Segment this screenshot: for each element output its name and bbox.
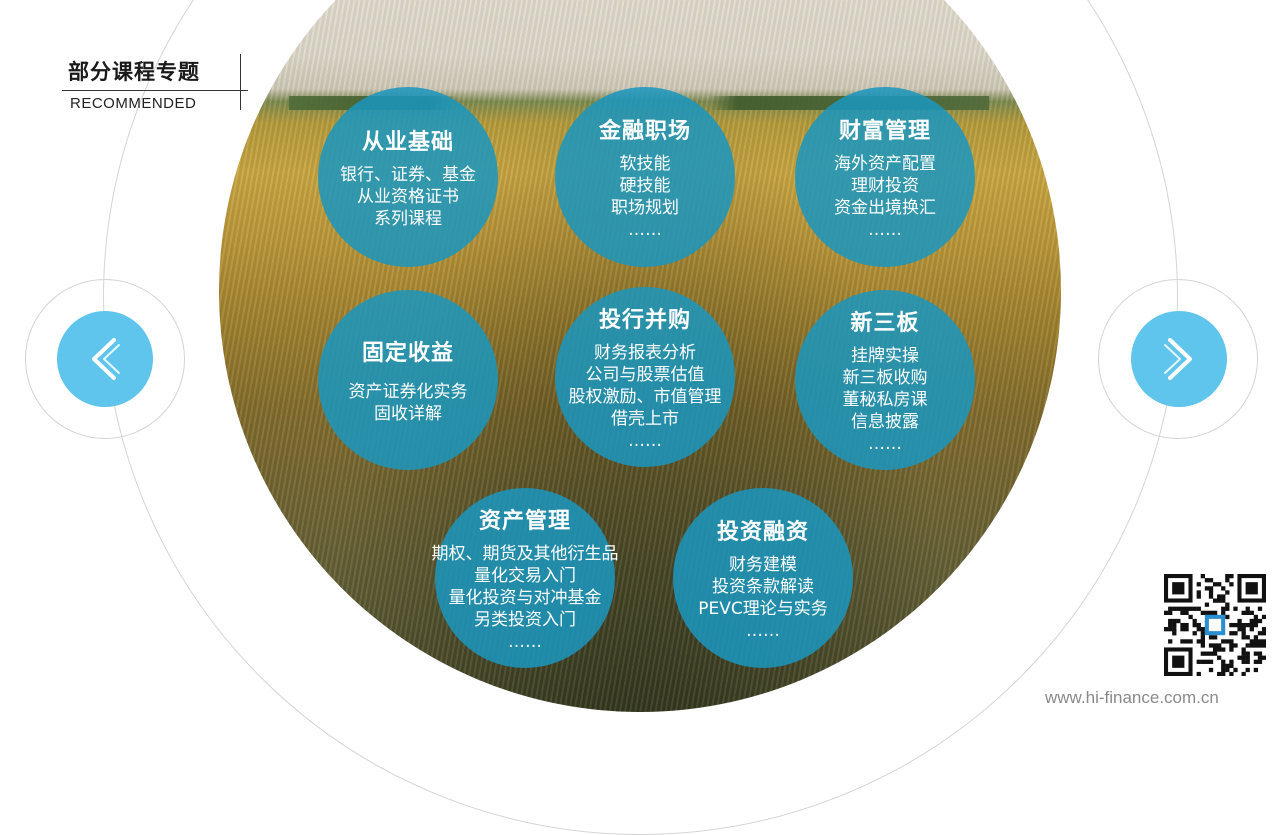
bubble-line: 软技能 bbox=[619, 154, 671, 174]
bubble-line: 银行、证券、基金 bbox=[340, 165, 476, 185]
bubble-line: 资金出境换汇 bbox=[834, 198, 936, 218]
bubble-line: 另类投资入门 bbox=[474, 610, 576, 630]
bubble-title: 从业基础 bbox=[361, 130, 454, 155]
bubble-line: PEVC理论与实务 bbox=[698, 599, 828, 619]
bubble-line: 董秘私房课 bbox=[842, 390, 928, 410]
course-bubble-fixed-income[interactable]: 固定收益 资产证券化实务 固收详解 bbox=[318, 290, 498, 470]
left-nav-ring bbox=[25, 279, 185, 439]
bubble-title: 财富管理 bbox=[838, 119, 931, 144]
course-bubble-foundation[interactable]: 从业基础 银行、证券、基金 从业资格证书 系列课程 bbox=[318, 87, 498, 267]
bubble-line: 资产证券化实务 bbox=[348, 382, 468, 402]
website-url[interactable]: www.hi-finance.com.cn bbox=[1045, 688, 1219, 707]
header-divider bbox=[62, 90, 248, 91]
qr-code-icon bbox=[1164, 574, 1267, 677]
bubble-line: 借壳上市 bbox=[611, 409, 679, 429]
bubble-line: 从业资格证书 bbox=[357, 187, 459, 207]
bubble-line: 期权、期货及其他衍生品 bbox=[431, 544, 619, 564]
bubble-title: 新三板 bbox=[850, 311, 920, 336]
bubble-line: 挂牌实操 bbox=[851, 346, 919, 366]
course-bubble-asset-management[interactable]: 资产管理 期权、期货及其他衍生品 量化交易入门 量化投资与对冲基金 另类投资入门… bbox=[432, 488, 619, 668]
course-bubble-workplace[interactable]: 金融职场 软技能 硬技能 职场规划 …… bbox=[555, 87, 735, 267]
bubble-line: …… bbox=[508, 632, 542, 652]
bubble-line: 系列课程 bbox=[374, 209, 442, 229]
course-bubble-wealth[interactable]: 财富管理 海外资产配置 理财投资 资金出境换汇 …… bbox=[795, 87, 975, 267]
course-bubble-investment-financing[interactable]: 投资融资 财务建模 投资条款解读 PEVC理论与实务 …… bbox=[673, 488, 853, 668]
bubble-title: 投行并购 bbox=[598, 308, 691, 333]
bubble-line: 海外资产配置 bbox=[834, 154, 936, 174]
bubble-line: 财务建模 bbox=[729, 555, 797, 575]
bubble-line: …… bbox=[868, 220, 902, 240]
bubble-line: 量化投资与对冲基金 bbox=[448, 588, 602, 608]
next-button[interactable] bbox=[1131, 311, 1227, 407]
bubble-line: 量化交易入门 bbox=[474, 566, 576, 586]
course-bubble-neeq[interactable]: 新三板 挂牌实操 新三板收购 董秘私房课 信息披露 …… bbox=[795, 290, 975, 470]
bubble-line: 财务报表分析 bbox=[594, 343, 696, 363]
bubble-title: 投资融资 bbox=[716, 520, 809, 545]
chevron-right-icon bbox=[1164, 338, 1192, 380]
bubble-line: 硬技能 bbox=[619, 176, 671, 196]
page-title: 部分课程专题 bbox=[68, 60, 200, 84]
course-bubble-ib-ma[interactable]: 投行并购 财务报表分析 公司与股票估值 股权激励、市值管理 借壳上市 …… bbox=[555, 287, 735, 467]
bubble-title: 固定收益 bbox=[361, 341, 454, 366]
bubble-line: …… bbox=[628, 431, 662, 451]
qr-code-graphic bbox=[1164, 574, 1267, 677]
bubble-line: 固收详解 bbox=[374, 404, 442, 424]
bubble-title: 资产管理 bbox=[478, 509, 571, 534]
section-header: 部分课程专题 RECOMMENDED bbox=[62, 54, 248, 112]
bubble-line: 信息披露 bbox=[851, 412, 919, 432]
bubble-line: …… bbox=[628, 220, 662, 240]
page-subtitle: RECOMMENDED bbox=[70, 95, 197, 112]
right-nav-ring bbox=[1098, 279, 1258, 439]
bubble-title: 金融职场 bbox=[598, 119, 691, 144]
bubble-line: 股权激励、市值管理 bbox=[568, 387, 722, 407]
bubble-line: 职场规划 bbox=[611, 198, 679, 218]
bubble-line: 理财投资 bbox=[851, 176, 919, 196]
bubble-line: 投资条款解读 bbox=[712, 577, 814, 597]
bubble-line: …… bbox=[868, 434, 902, 454]
bubble-line: 新三板收购 bbox=[842, 368, 928, 388]
bubble-line: 公司与股票估值 bbox=[585, 365, 705, 385]
chevron-left-icon bbox=[92, 338, 120, 380]
prev-button[interactable] bbox=[57, 311, 153, 407]
bubble-line: …… bbox=[746, 621, 780, 641]
